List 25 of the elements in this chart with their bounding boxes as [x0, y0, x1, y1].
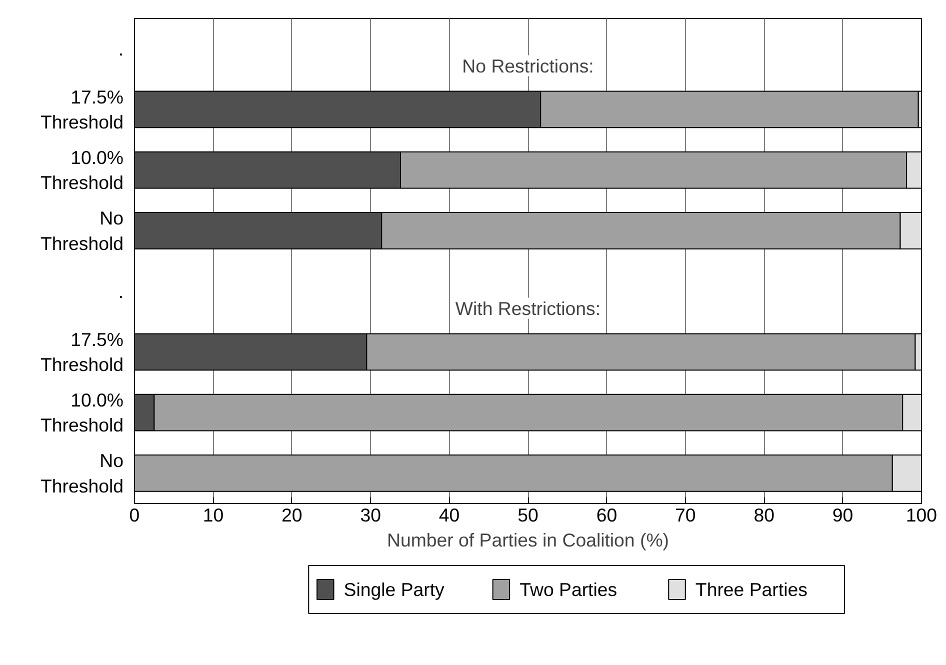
- x-tick-label: 80: [754, 504, 774, 526]
- x-axis-title: Number of Parties in Coalition (%): [386, 530, 670, 550]
- y-tick-label: No Threshold: [40, 208, 124, 254]
- annotation: No Restrictions:: [462, 55, 594, 76]
- y-tick-label: 17.5% Threshold: [40, 86, 124, 133]
- x-tick-label: 60: [596, 504, 618, 526]
- x-tick-label: 40: [438, 504, 460, 526]
- x-tick-label: 30: [360, 504, 381, 526]
- legend-label: Two Parties: [520, 579, 618, 600]
- y-tick-label: No Threshold: [40, 450, 124, 496]
- x-tick-label: 10: [202, 504, 224, 526]
- y-tick-label: 17.5% Threshold: [40, 328, 124, 376]
- x-tick-label: 0: [129, 504, 140, 526]
- x-tick-label: 50: [518, 504, 538, 526]
- annotation: With Restrictions:: [455, 298, 601, 319]
- x-tick-label: 70: [675, 504, 696, 526]
- y-tick-label: 10.0% Threshold: [40, 389, 124, 436]
- y-tick-label: .: [118, 280, 124, 302]
- legend-label: Three Parties: [695, 579, 808, 600]
- legend-label: Single Party: [344, 579, 446, 600]
- y-tick-label: .: [118, 38, 124, 60]
- x-tick-label: 90: [832, 504, 854, 526]
- x-tick-label: 20: [282, 504, 302, 526]
- x-tick-label: 100: [906, 504, 938, 526]
- y-tick-label: 10.0% Threshold: [40, 146, 124, 194]
